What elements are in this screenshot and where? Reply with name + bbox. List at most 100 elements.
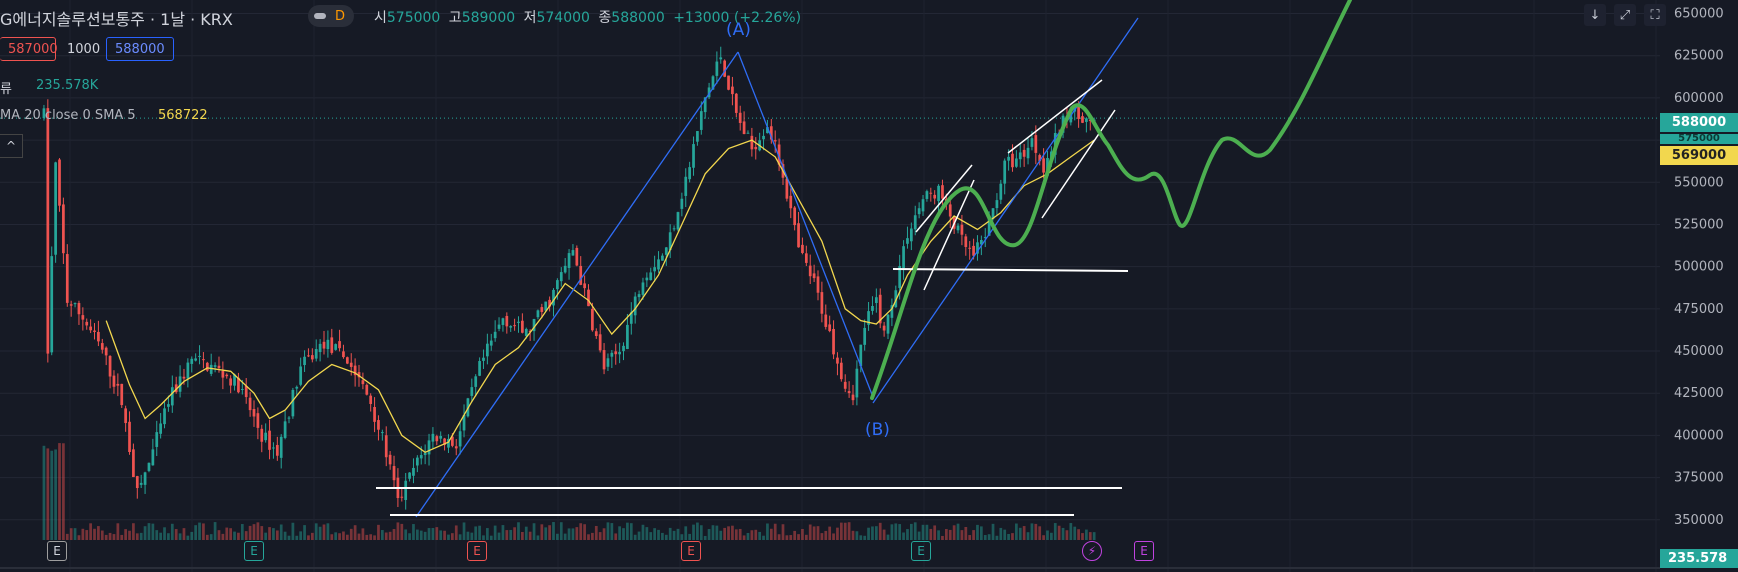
volume-bar — [427, 528, 431, 540]
earnings-event-marker[interactable]: E — [47, 541, 67, 561]
volume-bar — [633, 534, 637, 540]
candle-body — [54, 162, 57, 255]
candle-body — [898, 265, 902, 288]
candle-body — [929, 192, 933, 194]
volume-bar — [388, 531, 392, 540]
volume-bar — [816, 526, 820, 540]
earnings-event-marker[interactable]: E — [244, 541, 264, 561]
candle-body — [291, 389, 295, 417]
volume-bar — [723, 527, 727, 540]
candle-body — [264, 432, 268, 441]
volume-bar — [345, 534, 349, 540]
candle-body — [202, 359, 205, 361]
volume-bar — [517, 522, 520, 540]
candle-body — [742, 121, 746, 135]
earnings-event-marker[interactable]: E — [1134, 541, 1154, 561]
candle-body — [1003, 160, 1007, 184]
candle-body — [151, 449, 155, 466]
volume-bars — [42, 443, 1096, 540]
volume-bar — [851, 530, 855, 540]
candle-body — [186, 362, 190, 379]
volume-bar — [155, 530, 159, 540]
volume-bar — [711, 525, 715, 540]
volume-bar — [248, 525, 252, 540]
candle-body — [626, 324, 629, 349]
volume-bar — [832, 533, 835, 540]
volume-bar — [1085, 529, 1088, 540]
candle-body — [664, 247, 668, 255]
candle-body — [711, 76, 715, 90]
earnings-event-marker[interactable]: E — [467, 541, 487, 561]
interval-badge[interactable]: D — [308, 5, 354, 27]
volume-bar — [715, 525, 719, 540]
candle-body — [517, 321, 520, 323]
candle-body — [859, 344, 863, 367]
scroll-down-button[interactable]: ↓ — [1584, 4, 1606, 26]
candle-body — [307, 355, 310, 357]
candle-body — [77, 303, 81, 315]
channel-line-1 — [915, 164, 973, 233]
candle-body — [559, 272, 563, 282]
volume-bar — [980, 526, 983, 540]
low-label: 저 — [523, 10, 537, 26]
y-tick-label: 375000 — [1674, 471, 1724, 486]
volume-bar — [836, 527, 839, 540]
volume-bar — [703, 535, 707, 540]
candle-body — [797, 223, 800, 248]
volume-bar — [1022, 526, 1026, 540]
volume-bar — [594, 525, 598, 540]
close-label: 종 — [598, 10, 612, 26]
y-tick-label: 625000 — [1674, 49, 1724, 64]
candle-body — [793, 207, 797, 226]
volume-bar — [1003, 529, 1007, 540]
candle-body — [820, 292, 824, 314]
expand-button[interactable]: ⤢ — [1614, 4, 1636, 26]
candle-body — [839, 362, 843, 380]
candle-body — [1015, 158, 1018, 167]
candle-body — [587, 289, 590, 307]
volume-bar — [419, 530, 423, 540]
candle-body — [435, 436, 439, 442]
volume-bar — [493, 525, 497, 540]
volume-bar — [587, 534, 590, 540]
lightning-event-icon[interactable]: ⚡ — [1082, 541, 1102, 561]
buy-button[interactable]: 588000 — [106, 37, 174, 61]
volume-bar — [1053, 523, 1057, 540]
candle-body — [124, 408, 127, 424]
candle-body — [388, 454, 392, 465]
volume-bar — [653, 528, 656, 540]
order-quantity[interactable]: 1000 — [67, 42, 101, 57]
candle-body — [886, 314, 890, 334]
fullscreen-button[interactable]: ⛶ — [1644, 4, 1666, 26]
collapse-legend-button[interactable]: ^ — [0, 134, 23, 158]
volume-bar — [855, 531, 859, 540]
volume-bar — [474, 526, 478, 540]
candle-body — [272, 447, 275, 449]
candle-body — [299, 366, 303, 385]
earnings-event-marker[interactable]: E — [911, 541, 931, 561]
candle-body — [474, 376, 478, 387]
volume-bar — [960, 530, 964, 540]
volume-bar — [1069, 523, 1073, 540]
candle-body — [128, 421, 131, 453]
volume-bar — [661, 532, 664, 540]
candle-body — [349, 362, 353, 367]
candle-body — [190, 358, 194, 364]
candle-body — [707, 87, 711, 98]
volume-bar — [310, 532, 314, 540]
high-value: 589000 — [461, 10, 516, 26]
volume-bar — [380, 530, 384, 540]
candle-body — [987, 219, 991, 236]
volume-bar — [334, 532, 338, 540]
volume-bar — [524, 526, 528, 540]
volume-bar — [1065, 530, 1069, 540]
candle-body — [804, 253, 808, 263]
channel-line-3 — [1007, 79, 1103, 154]
earnings-event-marker[interactable]: E — [681, 541, 701, 561]
volume-bar — [330, 534, 334, 540]
volume-bar — [252, 524, 256, 540]
volume-bar — [132, 523, 135, 540]
sell-button[interactable]: 587000 — [0, 37, 58, 61]
candle-body — [116, 383, 120, 386]
